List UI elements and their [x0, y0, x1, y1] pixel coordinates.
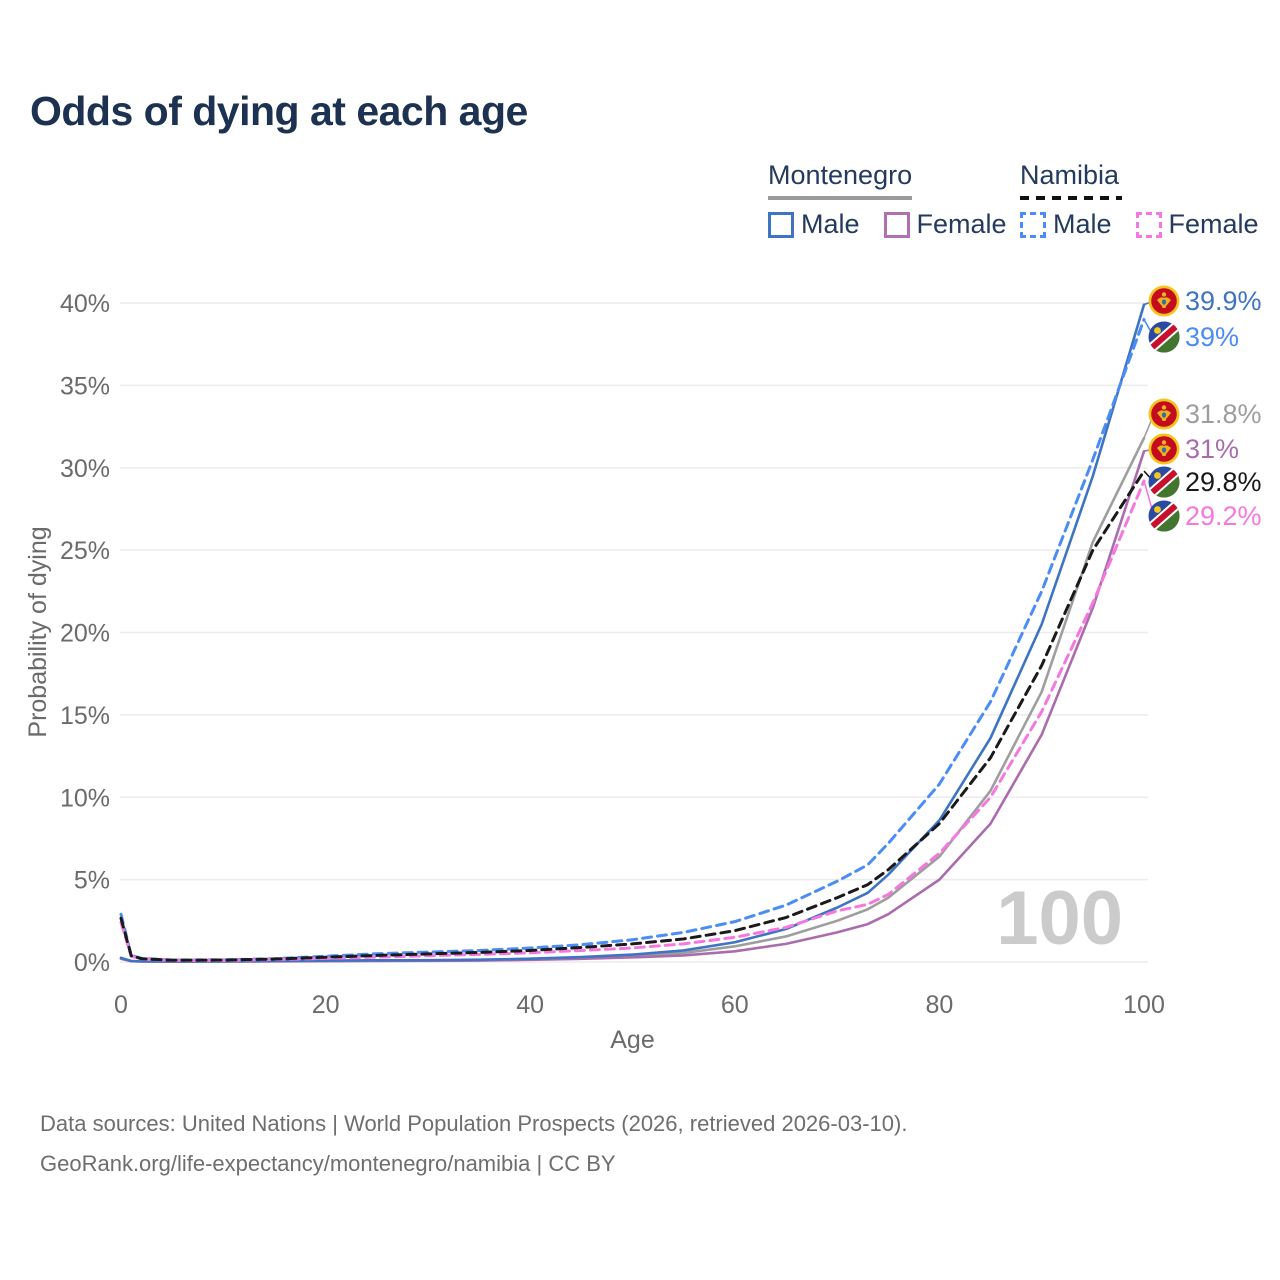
montenegro-female-swatch: [883, 211, 910, 238]
x-tick-label: 40: [516, 991, 544, 1019]
namibia-male-swatch: [1020, 211, 1046, 238]
x-tick-label: 60: [721, 991, 749, 1019]
namibia-female-swatch: [1135, 211, 1162, 238]
legend-group-namibia: Namibia Male Female: [1020, 160, 1259, 240]
x-tick-label: 0: [114, 991, 128, 1019]
legend-group-montenegro: Montenegro Male Female: [768, 160, 1007, 240]
y-tick-label: 20%: [60, 620, 110, 648]
legend-country-montenegro[interactable]: Montenegro: [768, 160, 913, 190]
line-montenegro-female: [119, 449, 1146, 963]
legend-item-montenegro-female[interactable]: Female: [883, 209, 1007, 240]
legend-country-namibia[interactable]: Namibia: [1020, 160, 1120, 190]
y-tick-label: 15%: [60, 702, 110, 730]
line-namibia-total: [119, 469, 1146, 962]
y-tick-label: 0%: [74, 949, 110, 977]
line-namibia-male: [119, 317, 1146, 962]
line-namibia-female: [119, 479, 1146, 962]
flag-icon-montenegro: [1148, 398, 1180, 430]
flag-icon-namibia: [1148, 321, 1180, 353]
legend: Montenegro Male Female Namibia Male: [0, 160, 1280, 250]
watermark-age-indicator: 100: [996, 876, 1123, 961]
attribution-line: GeoRank.org/life-expectancy/montenegro/n…: [40, 1151, 616, 1176]
legend-item-montenegro-male[interactable]: Male: [768, 209, 860, 240]
legend-item-label: Female: [1168, 209, 1259, 239]
y-tick-label: 5%: [74, 867, 110, 895]
flag-icon-montenegro: [1148, 285, 1180, 317]
legend-item-label: Male: [1053, 209, 1112, 239]
end-value-label-namibia-male: 39%: [1185, 322, 1239, 352]
y-axis-title: Probability of dying: [24, 526, 52, 737]
y-tick-label: 25%: [60, 537, 110, 565]
data-source-line: Data sources: United Nations | World Pop…: [40, 1111, 908, 1136]
flag-icon-namibia: [1148, 500, 1180, 532]
end-value-label-montenegro-total: 31.8%: [1185, 399, 1262, 429]
end-value-label-namibia-total: 29.8%: [1185, 467, 1262, 497]
legend-item-namibia-male[interactable]: Male: [1020, 209, 1112, 240]
x-tick-label: 80: [925, 991, 953, 1019]
end-value-label-montenegro-female: 31%: [1185, 434, 1239, 464]
x-tick-label: 20: [312, 991, 340, 1019]
legend-item-label: Male: [801, 209, 860, 239]
end-value-label-montenegro-male: 39.9%: [1185, 286, 1262, 316]
montenegro-male-swatch: [768, 211, 794, 238]
data-source-note: Data sources: United Nations | World Pop…: [40, 1104, 907, 1184]
montenegro-line-style-swatch: [768, 196, 912, 200]
end-value-label-namibia-female: 29.2%: [1185, 501, 1262, 531]
legend-item-namibia-female[interactable]: Female: [1135, 209, 1259, 240]
y-tick-label: 30%: [60, 455, 110, 483]
namibia-line-style-swatch: [1020, 196, 1122, 200]
y-tick-label: 10%: [60, 784, 110, 812]
line-montenegro-total: [119, 436, 1146, 963]
flag-icon-namibia: [1148, 466, 1180, 498]
chart-title: Odds of dying at each age: [30, 88, 528, 134]
y-tick-label: 40%: [60, 290, 110, 318]
x-axis-title: Age: [610, 1026, 654, 1054]
legend-item-label: Female: [916, 209, 1007, 239]
flag-icon-montenegro: [1148, 433, 1180, 465]
x-tick-label: 100: [1123, 991, 1165, 1019]
y-tick-label: 35%: [60, 372, 110, 400]
